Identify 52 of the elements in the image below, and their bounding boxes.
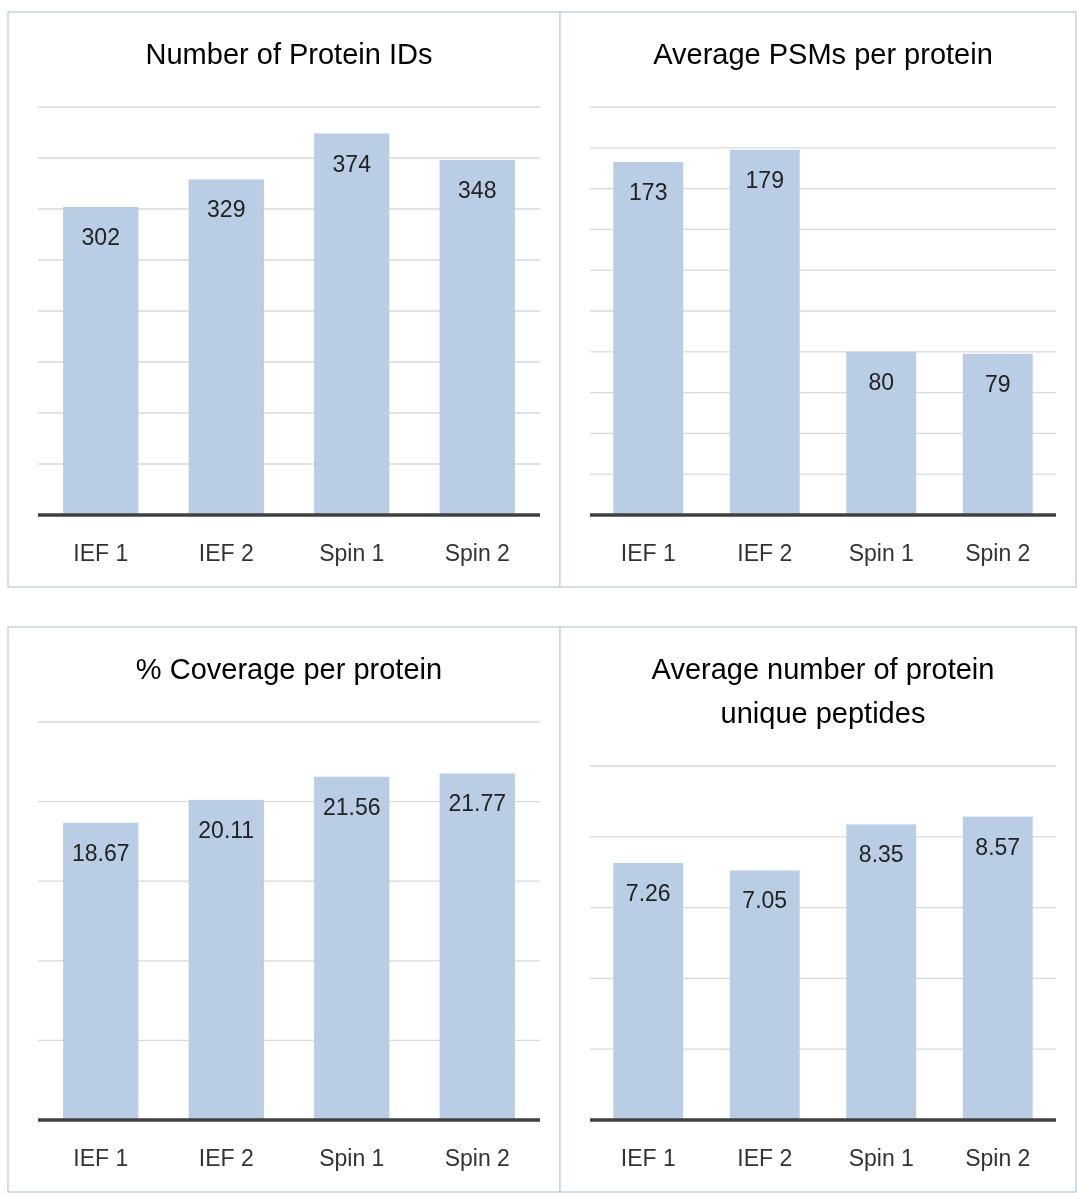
x-tick-label: IEF 2 — [198, 1145, 254, 1171]
chart-title: % Coverage per protein — [135, 653, 443, 685]
x-tick-label: IEF 1 — [73, 540, 129, 566]
bar — [63, 822, 139, 1120]
data-label: 21.77 — [448, 790, 507, 817]
x-tick-label: Spin 1 — [848, 540, 914, 566]
bar — [188, 799, 264, 1120]
data-label: 21.56 — [322, 793, 381, 820]
data-label: 302 — [81, 223, 120, 250]
chart-title: Number of Protein IDs — [145, 38, 433, 70]
x-tick-label: IEF 1 — [620, 540, 676, 566]
data-label: 18.67 — [71, 839, 130, 866]
bar — [613, 863, 684, 1120]
data-label: 179 — [745, 166, 784, 193]
bar — [63, 206, 139, 515]
data-label: 7.26 — [625, 880, 671, 906]
data-label: 20.11 — [198, 816, 255, 843]
bar — [729, 870, 800, 1120]
data-label: 173 — [629, 179, 668, 206]
data-label: 374 — [332, 150, 372, 177]
bar — [439, 773, 515, 1120]
data-label: 7.05 — [742, 887, 788, 914]
x-tick-label: Spin 1 — [319, 540, 385, 566]
x-tick-label: Spin 2 — [444, 1145, 510, 1171]
bar — [439, 160, 515, 515]
data-label: 79 — [984, 370, 1011, 397]
x-tick-label: IEF 2 — [737, 540, 793, 566]
x-tick-label: IEF 2 — [737, 1145, 793, 1171]
bar — [846, 824, 917, 1120]
x-tick-label: Spin 2 — [444, 540, 510, 566]
bar — [613, 162, 684, 515]
x-tick-label: IEF 2 — [198, 540, 254, 566]
data-label: 8.35 — [858, 841, 904, 868]
bar — [962, 816, 1033, 1120]
bar — [846, 351, 917, 515]
x-tick-label: Spin 1 — [848, 1145, 914, 1171]
x-tick-label: IEF 1 — [73, 1145, 129, 1171]
bar — [962, 353, 1033, 515]
chart-title: Average PSMs per protein — [653, 38, 993, 70]
x-tick-label: IEF 1 — [620, 1145, 676, 1171]
data-label: 329 — [207, 196, 246, 223]
data-label: 348 — [458, 177, 497, 204]
bar — [729, 149, 800, 515]
chart-title: Average number of protein unique peptides — [651, 653, 995, 729]
bar — [188, 179, 264, 515]
bar — [314, 776, 390, 1120]
data-label: 8.57 — [975, 833, 1021, 860]
x-tick-label: Spin 2 — [965, 1145, 1031, 1171]
data-label: 80 — [868, 368, 895, 395]
x-tick-label: Spin 2 — [965, 540, 1031, 566]
bar — [314, 133, 390, 515]
x-tick-label: Spin 1 — [319, 1145, 385, 1171]
